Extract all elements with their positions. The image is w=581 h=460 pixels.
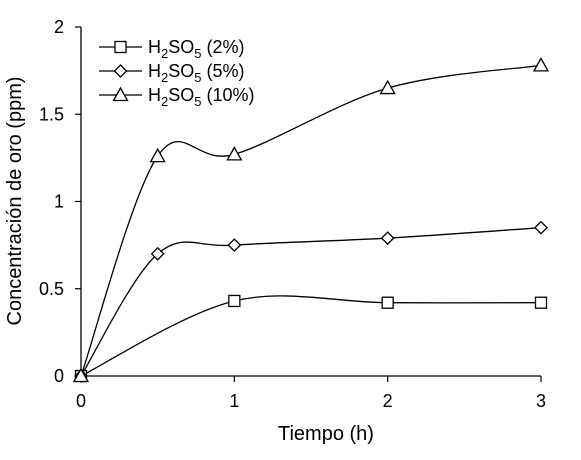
legend: H2SO5 (2%)H2SO5 (5%)H2SO5 (10%) [99,37,255,109]
series-diamond [74,220,548,383]
y-tick-label: 2 [54,17,64,37]
legend-label: H2SO5 (10%) [148,85,255,109]
data-point [532,57,550,72]
legend-item: H2SO5 (10%) [99,85,255,109]
data-point [149,147,166,163]
x-tick-label: 3 [536,391,546,411]
data-point [380,231,395,246]
data-point [534,296,548,309]
legend-marker [113,64,128,78]
x-tick-label: 2 [383,391,393,411]
series-layer [72,57,550,383]
series-line [80,64,542,377]
data-point [226,146,243,161]
data-point [72,367,90,383]
y-tick-label: 1.5 [39,104,64,124]
x-axis-title: Tiempo (h) [278,423,374,445]
data-point [381,296,394,309]
legend-label: H2SO5 (2%) [148,37,245,61]
series-line [80,295,542,377]
series-square [74,294,548,383]
y-axis-title: Concentración de oro (ppm) [4,76,26,325]
y-tick-label: 0.5 [39,279,64,299]
y-tick-label: 1 [54,192,64,212]
y-tick-label: 0 [54,366,64,386]
data-point [150,246,165,261]
x-tick-label: 0 [76,391,86,411]
data-point [228,294,241,308]
legend-label: H2SO5 (5%) [148,61,245,85]
ticks: 0 1 2 3 0 0.5 1 1.5 2 [39,17,546,411]
series-line [80,227,542,377]
data-point [534,220,548,235]
x-tick-label: 1 [229,391,239,411]
legend-item: H2SO5 (2%) [99,37,245,61]
data-point [227,238,242,253]
series-triangle [72,57,550,383]
legend-marker [112,86,129,102]
legend-marker [114,40,127,54]
legend-item: H2SO5 (5%) [99,61,245,85]
data-point [379,79,396,95]
